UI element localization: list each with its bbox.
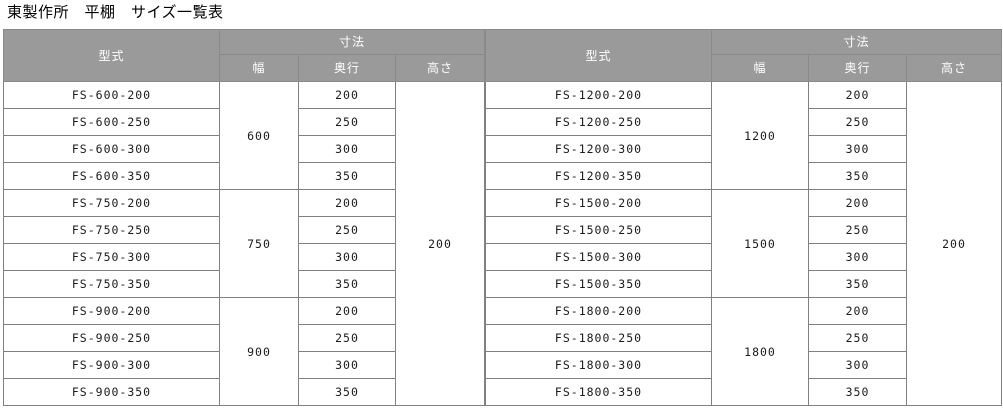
column-header-height: 高さ <box>906 54 1003 82</box>
header-row-primary: 型式 寸法 <box>485 29 1003 82</box>
cell-width: 1200 <box>711 81 810 190</box>
table-row: FS-900-350 350 <box>3 378 485 406</box>
cell-model: FS-1800-250 <box>485 324 713 352</box>
cell-model: FS-600-250 <box>3 108 220 136</box>
cell-height: 200 <box>906 81 1003 406</box>
table-row: FS-750-250 250 <box>3 216 485 244</box>
cell-depth: 200 <box>808 189 908 217</box>
cell-depth: 250 <box>808 108 908 136</box>
column-header-depth: 奥行 <box>298 54 396 82</box>
cell-depth: 250 <box>298 216 396 244</box>
cell-depth: 300 <box>298 135 396 163</box>
cell-depth: 250 <box>808 216 908 244</box>
cell-width: 900 <box>219 297 299 406</box>
cell-depth: 300 <box>808 135 908 163</box>
table-row: FS-750-300 300 <box>3 243 485 271</box>
cell-width: 1500 <box>711 189 810 298</box>
column-header-model: 型式 <box>3 29 220 82</box>
cell-model: FS-750-350 <box>3 270 220 298</box>
cell-depth: 350 <box>808 378 908 406</box>
size-table-right: 型式 寸法 幅 奥行 高さ FS-1200-200 1200 200 200 FS-12… <box>485 29 1003 406</box>
header-row-secondary: 幅 奥行 高さ <box>4 54 486 82</box>
table-body-right: FS-1200-200 1200 200 200 FS-1200-250 250 FS-12… <box>485 81 1003 406</box>
table-row: FS-600-250 250 <box>3 108 485 136</box>
cell-depth: 200 <box>298 297 396 325</box>
cell-height: 200 <box>394 81 486 406</box>
cell-depth: 250 <box>298 324 396 352</box>
table-row: FS-750-350 350 <box>3 270 485 298</box>
cell-model: FS-900-350 <box>3 378 220 406</box>
table-row: FS-1200-200 1200 200 200 <box>485 81 1003 406</box>
cell-depth: 250 <box>808 324 908 352</box>
size-table-left: 型式 寸法 幅 奥行 高さ FS-600-200 600 200 200 FS-600-… <box>3 29 486 406</box>
cell-model: FS-750-200 <box>3 189 220 217</box>
cell-model: FS-1800-300 <box>485 351 713 379</box>
cell-depth: 300 <box>808 351 908 379</box>
cell-model: FS-600-300 <box>3 135 220 163</box>
cell-depth: 300 <box>808 243 908 271</box>
table-row: FS-1200-350 350 <box>485 162 1002 190</box>
table-row: FS-600-300 300 <box>3 135 485 163</box>
cell-model: FS-900-300 <box>3 351 220 379</box>
cell-model: FS-750-250 <box>3 216 220 244</box>
column-header-depth: 奥行 <box>808 54 908 82</box>
cell-model: FS-1200-200 <box>485 81 713 109</box>
table-row: FS-600-350 350 <box>3 162 485 190</box>
cell-depth: 200 <box>298 189 396 217</box>
column-header-dimensions: 寸法 <box>218 29 486 55</box>
cell-width: 1800 <box>711 297 810 406</box>
table-row: FS-1500-200 1500 200 <box>485 189 1002 298</box>
cell-depth: 350 <box>808 270 908 298</box>
column-header-width: 幅 <box>711 54 810 82</box>
cell-model: FS-1200-350 <box>485 162 713 190</box>
cell-width: 750 <box>219 189 299 298</box>
cell-depth: 350 <box>298 162 396 190</box>
page-title: 東製作所 平棚 サイズ一覧表 <box>7 4 224 21</box>
cell-width: 600 <box>219 81 299 190</box>
cell-depth: 300 <box>298 243 396 271</box>
cell-model: FS-1800-350 <box>485 378 713 406</box>
column-header-dimensions: 寸法 <box>711 29 1003 55</box>
table-header-right: 型式 寸法 幅 奥行 高さ <box>485 29 1003 82</box>
cell-model: FS-1500-250 <box>485 216 713 244</box>
cell-model: FS-1500-350 <box>485 270 713 298</box>
column-header-model: 型式 <box>485 29 713 82</box>
table-row: FS-1800-250 250 <box>485 324 1002 352</box>
header-row-secondary: 幅 奥行 高さ <box>486 54 1003 82</box>
column-header-width: 幅 <box>219 54 299 82</box>
table-row: FS-600-200 600 200 200 <box>3 81 486 406</box>
cell-model: FS-1500-200 <box>485 189 713 217</box>
cell-depth: 200 <box>808 81 908 109</box>
cell-depth: 250 <box>298 108 396 136</box>
cell-depth: 350 <box>298 378 396 406</box>
table-body-left: FS-600-200 600 200 200 FS-600-250 250 FS-600-3… <box>3 81 486 406</box>
cell-depth: 200 <box>298 81 396 109</box>
cell-model: FS-1800-200 <box>485 297 713 325</box>
cell-depth: 200 <box>808 297 908 325</box>
cell-model: FS-1500-300 <box>485 243 713 271</box>
table-row: FS-1500-300 300 <box>485 243 1002 271</box>
cell-model: FS-1200-300 <box>485 135 713 163</box>
table-row: FS-1500-250 250 <box>485 216 1002 244</box>
cell-model: FS-750-300 <box>3 243 220 271</box>
header-row-primary: 型式 寸法 <box>3 29 486 82</box>
cell-depth: 350 <box>808 162 908 190</box>
cell-model: FS-1200-250 <box>485 108 713 136</box>
cell-depth: 300 <box>298 351 396 379</box>
cell-model: FS-600-200 <box>3 81 220 109</box>
table-row: FS-750-200 750 200 <box>3 189 485 298</box>
cell-model: FS-900-200 <box>3 297 220 325</box>
cell-model: FS-900-250 <box>3 324 220 352</box>
table-header-left: 型式 寸法 幅 奥行 高さ <box>3 29 486 82</box>
column-header-height: 高さ <box>394 54 486 82</box>
table-row: FS-900-250 250 <box>3 324 485 352</box>
cell-depth: 350 <box>298 270 396 298</box>
table-row: FS-1800-350 350 <box>485 378 1002 406</box>
cell-model: FS-600-350 <box>3 162 220 190</box>
size-tables-container: 型式 寸法 幅 奥行 高さ FS-600-200 600 200 200 FS-600-… <box>3 29 1003 410</box>
